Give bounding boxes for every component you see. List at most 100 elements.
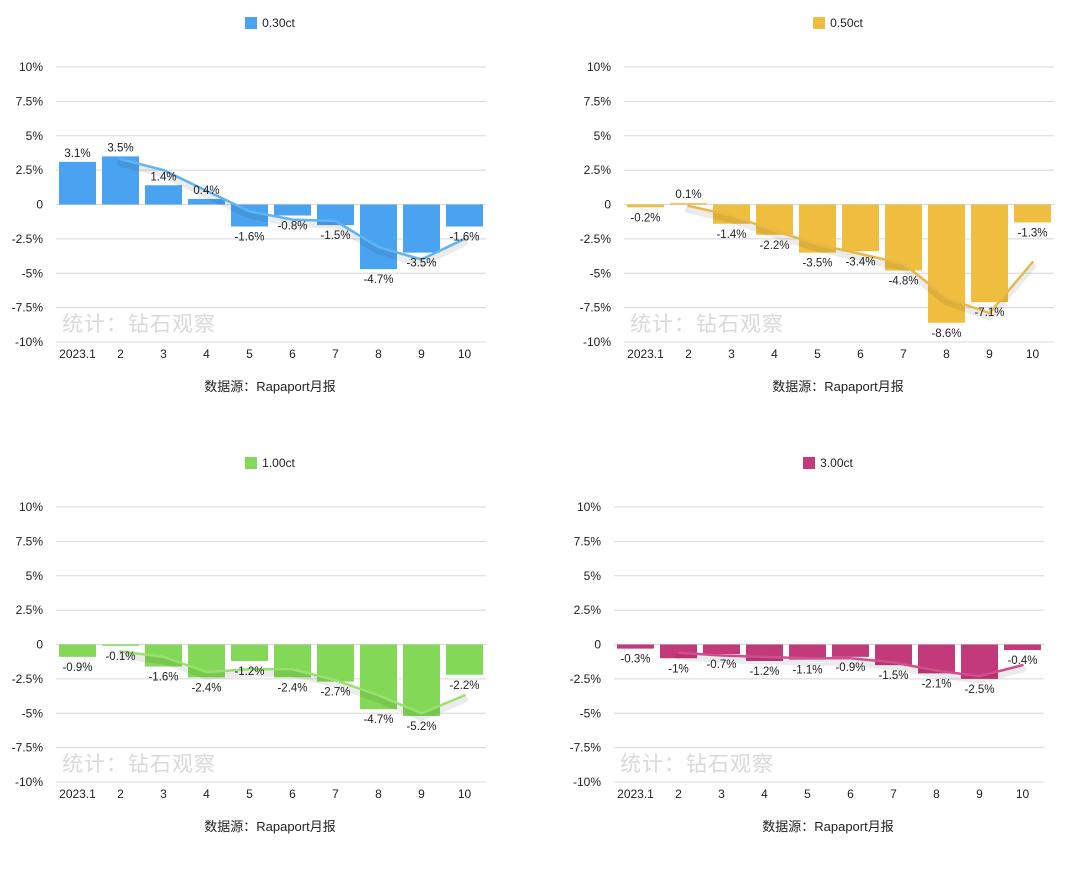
data-label: -2.5% [964,684,994,696]
x-tick-label: 6 [289,347,296,361]
data-label: -1.1% [792,665,822,677]
bar [627,204,664,208]
data-label: -0.9% [835,662,865,674]
bar [1004,644,1041,650]
y-tick-label: 7.5% [574,534,602,548]
legend-swatch [803,457,816,469]
x-tick-label: 7 [332,787,339,801]
x-tick-label: 7 [890,787,897,801]
y-tick-label: 0 [604,198,611,212]
x-tick-label: 8 [375,347,382,361]
bar [59,644,96,657]
x-tick-label: 5 [246,787,253,801]
bar [360,204,397,270]
data-label: -1% [668,663,688,675]
x-tick-label: 9 [976,787,983,801]
trend-line-shadow [675,653,1026,684]
y-tick-label: 0 [36,198,43,212]
y-tick-label: -5% [22,706,44,720]
data-label: 0.4% [193,185,219,197]
data-label: -1.2% [234,666,264,678]
y-tick-label: -2.5% [570,672,602,686]
y-tick-label: 2.5% [574,603,602,617]
x-tick-label: 10 [458,787,472,801]
bar [274,204,311,216]
watermark: 统计：钻石观察 [630,312,784,336]
bar [446,644,483,675]
x-tick-label: 2 [117,347,124,361]
x-tick-label: 10 [1026,347,1040,361]
y-tick-label: -2.5% [12,232,44,246]
bar [231,204,268,227]
data-label: 3.1% [64,148,90,160]
x-tick-label: 2023.1 [617,787,654,801]
bar [842,204,879,252]
watermark: 统计：钻石观察 [620,752,774,776]
y-tick-label: -10% [573,775,601,789]
chart-svg: 10% 7.5% 5% 2.5% 0 -2.5% -5% -7.5% -10% -0.9% -0.1… [12,500,486,801]
data-label: -0.2% [630,212,660,224]
x-tick-label: 2023.1 [59,347,96,361]
bar [670,203,707,205]
source-caption: 数据源：Rapaport月报 [204,379,336,394]
x-tick-label: 9 [418,347,425,361]
y-tick-label: -5% [580,706,602,720]
x-tick-label: 4 [771,347,778,361]
y-tick-label: 2.5% [584,163,612,177]
bar [145,185,182,205]
x-tick-label: 6 [857,347,864,361]
bar [102,644,139,646]
chart-svg: 10% 7.5% 5% 2.5% 0 -2.5% -5% -7.5% -10% 3.1% 3.5% 1… [12,60,486,361]
bar [446,204,483,227]
bar [789,644,826,660]
x-tick-label: 10 [1016,787,1030,801]
x-tick-label: 9 [986,347,993,361]
x-tick-label: 8 [933,787,940,801]
bar [317,644,354,682]
source-caption: 数据源：Rapaport月报 [204,819,336,834]
x-tick-label: 3 [728,347,735,361]
y-tick-label: -10% [15,335,43,349]
y-tick-label: 7.5% [16,534,44,548]
chart-panel-2: 0.50ct 10% 7.5% 5% 2.5% 0 -2.5% -5% -7.5% -10% -0… [568,0,1080,430]
legend-label: 0.50ct [830,16,863,30]
x-tick-label: 7 [900,347,907,361]
x-tick-label: 6 [289,787,296,801]
data-label: -3.5% [406,258,436,270]
data-label: -8.6% [931,328,961,340]
y-tick-label: 5% [26,129,44,143]
y-tick-label: 2.5% [16,603,44,617]
data-label: -1.3% [1017,227,1047,239]
x-tick-label: 5 [246,347,253,361]
x-tick-label: 5 [804,787,811,801]
data-label: -2.1% [921,678,951,690]
y-tick-label: -7.5% [570,741,602,755]
y-tick-label: 5% [584,569,602,583]
y-tick-label: 0 [36,638,43,652]
data-label: 3.5% [107,142,133,154]
x-tick-label: 3 [160,347,167,361]
data-label: -1.4% [716,229,746,241]
legend-label: 3.00ct [820,456,853,470]
data-label: -0.3% [620,654,650,666]
trend-line [119,650,466,715]
chart-panel-3: 1.00ct 10% 7.5% 5% 2.5% 0 -2.5% -5% -7.5% -10% -0… [0,440,540,870]
y-tick-label: -2.5% [12,672,44,686]
trend-line [687,204,1034,315]
bar [231,644,268,661]
y-tick-label: 7.5% [584,94,612,108]
legend: 1.00ct [0,456,540,470]
bar [403,204,440,253]
bar [875,644,912,666]
y-tick-label: -7.5% [580,301,612,315]
y-tick-label: 10% [19,60,43,74]
legend: 0.50ct [568,16,1080,30]
x-tick-label: 6 [847,787,854,801]
watermark: 统计：钻石观察 [62,312,216,336]
data-label: -0.1% [105,651,135,663]
x-tick-label: 8 [375,787,382,801]
bar [703,644,740,655]
data-label: -1.5% [878,670,908,682]
y-tick-label: -10% [15,775,43,789]
y-tick-label: 10% [19,500,43,514]
